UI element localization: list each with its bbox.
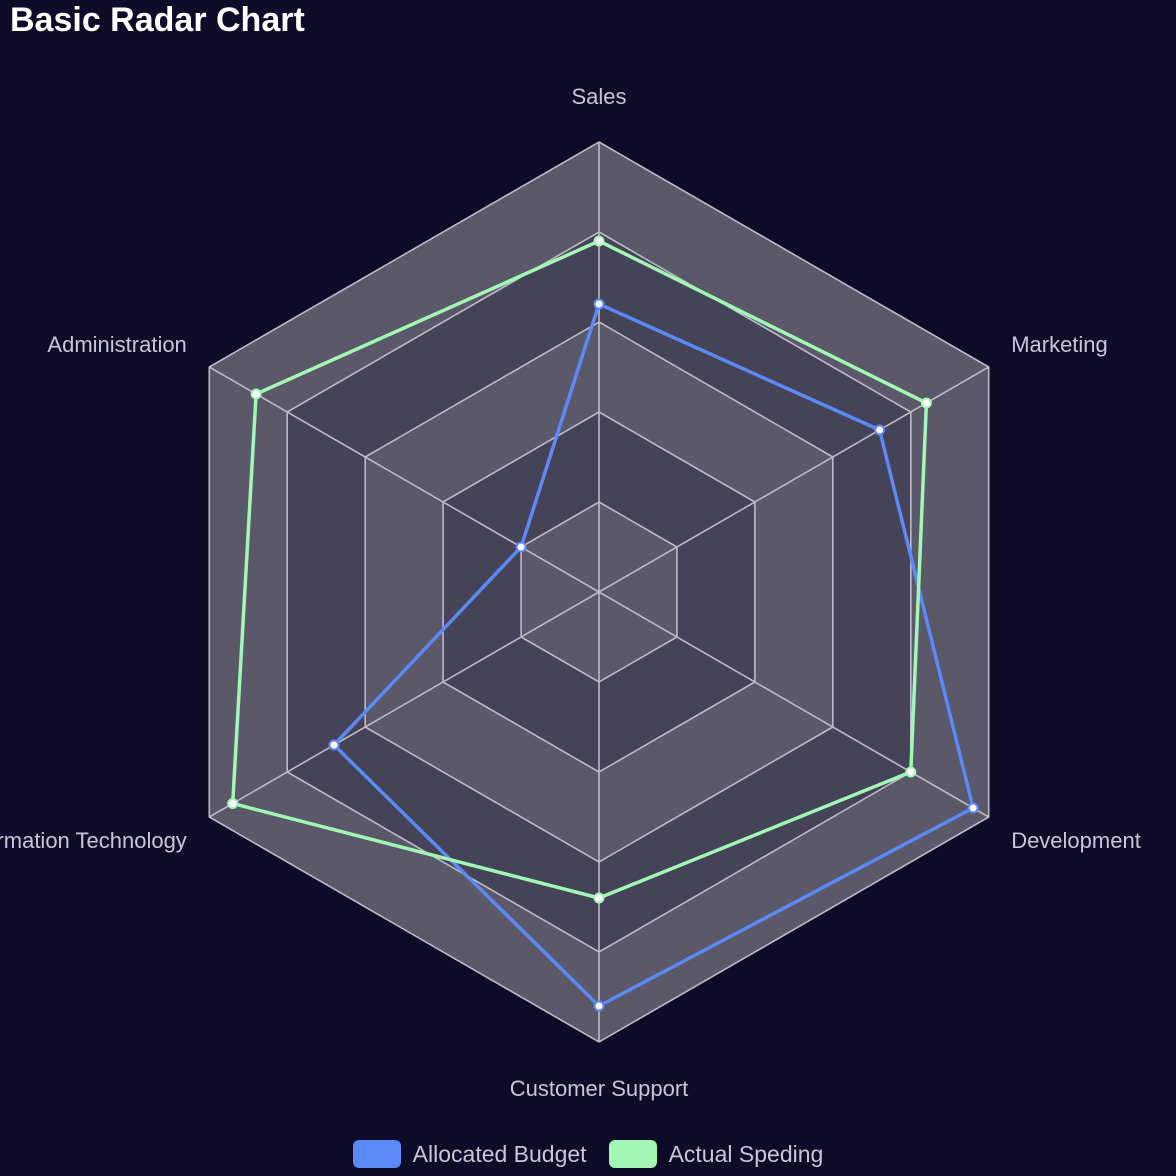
data-point[interactable] bbox=[905, 766, 917, 778]
axis-label: Customer Support bbox=[510, 1076, 689, 1101]
axis-label: Marketing bbox=[1011, 332, 1108, 357]
axis-label: Development bbox=[1011, 828, 1141, 853]
legend-swatch bbox=[608, 1140, 657, 1168]
data-point[interactable] bbox=[920, 397, 932, 409]
radar-spoke bbox=[208, 366, 600, 593]
chart-title: Basic Radar Chart bbox=[10, 1, 305, 39]
data-point[interactable] bbox=[328, 739, 340, 751]
axis-label: Administration bbox=[47, 332, 186, 357]
data-point[interactable] bbox=[250, 388, 262, 400]
radar-spoke bbox=[208, 591, 600, 818]
legend-label: Allocated Budget bbox=[412, 1140, 587, 1167]
radar-axis-labels: Sales Marketing Development Customer Suppor… bbox=[0, 84, 1141, 1101]
data-point[interactable] bbox=[593, 235, 605, 247]
radar-spoke bbox=[598, 591, 990, 818]
radar-series bbox=[227, 235, 979, 1012]
legend-swatch bbox=[352, 1140, 401, 1168]
legend-item-allocated-budget[interactable]: Allocated Budget bbox=[352, 1140, 587, 1168]
data-point[interactable] bbox=[874, 424, 886, 436]
axis-label: Sales bbox=[571, 84, 626, 109]
data-point[interactable] bbox=[967, 802, 979, 814]
data-point[interactable] bbox=[593, 1000, 605, 1012]
data-point[interactable] bbox=[593, 892, 605, 904]
axis-label: Information Technology bbox=[0, 828, 187, 853]
legend-label: Actual Speding bbox=[668, 1140, 824, 1167]
data-point[interactable] bbox=[227, 798, 239, 809]
data-point[interactable] bbox=[593, 298, 605, 310]
legend: Allocated Budget Actual Speding bbox=[0, 1140, 1176, 1168]
legend-item-actual-speding[interactable]: Actual Speding bbox=[608, 1140, 824, 1168]
data-point[interactable] bbox=[515, 541, 527, 553]
